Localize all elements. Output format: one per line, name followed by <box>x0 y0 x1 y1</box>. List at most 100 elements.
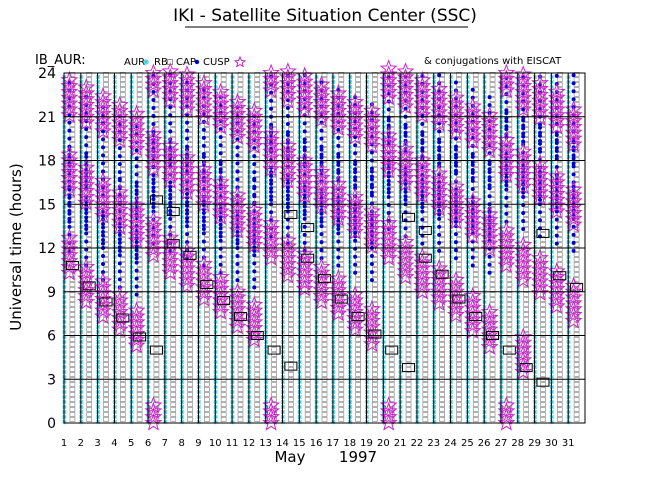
rb-point <box>472 407 479 412</box>
rb-point <box>388 312 395 317</box>
rb-point <box>153 297 160 302</box>
rb-point <box>372 187 378 192</box>
rb-point <box>556 222 563 227</box>
cap-point <box>168 188 173 193</box>
rb-point <box>439 327 445 332</box>
rb-point <box>119 257 126 262</box>
rb-point <box>523 292 530 297</box>
cap-point <box>117 269 122 274</box>
rb-point <box>338 367 345 372</box>
rb-point <box>153 262 160 267</box>
cap-point <box>84 227 89 232</box>
rb-point <box>506 337 513 342</box>
rb-point <box>523 232 530 237</box>
rb-point <box>136 382 143 387</box>
cap-point <box>84 255 89 260</box>
rb-point <box>388 307 395 312</box>
rb-point <box>237 407 244 412</box>
rb-point <box>422 222 429 227</box>
rb-point <box>220 77 227 82</box>
cap-point <box>201 219 206 224</box>
rb-point <box>573 357 580 362</box>
cap-point <box>67 120 72 125</box>
rb-point <box>187 342 193 347</box>
legend-aur-icon <box>143 59 149 65</box>
rb-point <box>456 417 462 422</box>
rb-point <box>204 397 210 402</box>
rb-point <box>69 392 76 397</box>
rb-point <box>422 352 429 357</box>
rb-point <box>355 347 361 352</box>
rb-point <box>237 172 244 177</box>
rb-point <box>472 387 479 392</box>
rb-point <box>254 157 261 162</box>
rb-point <box>237 82 244 87</box>
rb-point <box>439 307 445 312</box>
cap-point <box>235 145 240 150</box>
rb-point <box>288 302 294 307</box>
cap-point <box>151 106 156 110</box>
rb-point <box>506 287 513 292</box>
rb-point <box>321 302 328 307</box>
cap-point <box>201 151 206 156</box>
rb-point <box>540 337 546 342</box>
rb-point <box>489 362 496 367</box>
rb-point <box>170 222 177 227</box>
rb-point <box>388 287 395 292</box>
rb-point <box>506 317 513 322</box>
cap-point <box>218 234 223 239</box>
rb-point <box>355 342 361 347</box>
rb-point <box>405 382 412 387</box>
rb-point <box>489 97 496 102</box>
rb-point <box>204 392 210 397</box>
rb-point <box>220 242 227 247</box>
rb-point <box>304 342 311 347</box>
rb-point <box>489 77 496 82</box>
rb-point <box>204 77 210 82</box>
rb-point <box>355 252 361 257</box>
conjugation-box <box>99 297 113 307</box>
cap-point <box>235 241 240 246</box>
rb-point <box>288 362 294 367</box>
rb-point <box>187 352 193 357</box>
cap-point <box>101 254 106 259</box>
rb-point <box>304 402 311 407</box>
rb-point <box>136 362 143 367</box>
rb-point <box>523 417 530 422</box>
rb-point <box>321 352 328 357</box>
cap-point <box>185 232 190 237</box>
cap-point <box>117 253 122 258</box>
rb-point <box>187 417 193 422</box>
cap-point <box>252 162 257 167</box>
rb-point <box>405 392 412 397</box>
rb-point <box>170 402 177 407</box>
rb-point <box>187 382 193 387</box>
rb-point <box>288 397 294 402</box>
rb-point <box>506 332 513 337</box>
rb-point <box>69 362 76 367</box>
rb-point <box>153 357 160 362</box>
rb-point <box>288 417 294 422</box>
cap-point <box>117 232 122 237</box>
rb-point <box>103 382 109 387</box>
rb-point <box>338 242 345 247</box>
rb-point <box>540 407 546 412</box>
rb-point <box>523 282 530 287</box>
cap-point <box>185 211 190 216</box>
rb-point <box>187 362 193 367</box>
rb-point <box>69 292 76 297</box>
rb-point <box>372 82 378 87</box>
cap-point <box>218 135 223 140</box>
rb-point <box>204 402 210 407</box>
rb-point <box>271 347 277 352</box>
rb-point <box>405 317 412 322</box>
rb-point <box>170 382 177 387</box>
rb-point <box>288 127 294 132</box>
rb-point <box>506 292 513 297</box>
rb-point <box>103 372 109 377</box>
rb-point <box>170 282 177 287</box>
rb-point <box>153 272 160 277</box>
rb-point <box>422 302 429 307</box>
cap-point <box>117 245 122 250</box>
rb-point <box>304 117 311 122</box>
